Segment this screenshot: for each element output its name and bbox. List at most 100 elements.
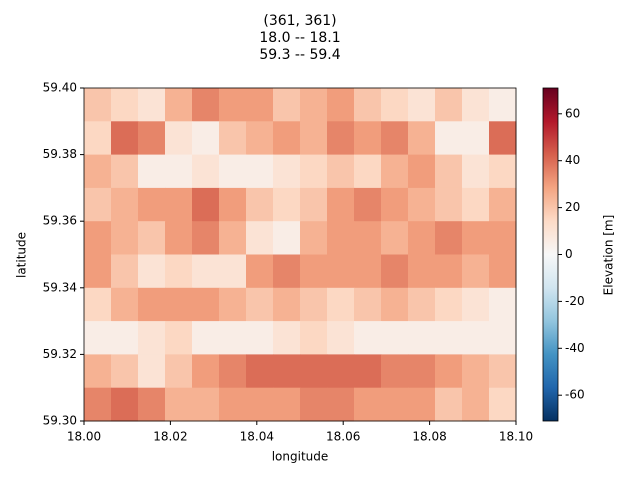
heatmap-cell bbox=[165, 354, 193, 389]
chart-title: (361, 361) bbox=[263, 13, 336, 29]
colorbar-label: Elevation [m] bbox=[602, 215, 616, 296]
heatmap-cell bbox=[462, 254, 490, 289]
colorbar-tick-label: -40 bbox=[565, 341, 585, 355]
heatmap-cell bbox=[327, 354, 355, 389]
heatmap-cell bbox=[219, 287, 247, 322]
y-tick-label: 59.36 bbox=[43, 214, 77, 228]
heatmap-cell bbox=[381, 354, 409, 389]
heatmap-cell bbox=[381, 254, 409, 289]
heatmap-cell bbox=[273, 88, 301, 122]
heatmap-cell bbox=[435, 88, 463, 122]
heatmap-cell bbox=[246, 287, 274, 322]
x-tick-label: 18.02 bbox=[153, 430, 187, 444]
heatmap-cell bbox=[408, 88, 436, 122]
heatmap-cell bbox=[111, 287, 139, 322]
heatmap-cell bbox=[111, 88, 139, 122]
heatmap-cell bbox=[381, 321, 409, 355]
heatmap-cell bbox=[300, 387, 328, 422]
heatmap-cell bbox=[246, 187, 274, 222]
y-tick-label: 59.38 bbox=[43, 147, 77, 161]
heatmap-cell bbox=[354, 121, 382, 156]
heatmap-cell bbox=[300, 187, 328, 222]
heatmap-cell bbox=[165, 121, 193, 156]
heatmap-cell bbox=[462, 88, 490, 122]
heatmap-cell bbox=[138, 254, 166, 289]
heatmap-cell bbox=[462, 154, 490, 189]
x-tick-label: 18.06 bbox=[326, 430, 360, 444]
heatmap-cell bbox=[219, 254, 247, 289]
heatmap-cell bbox=[408, 187, 436, 222]
heatmap-cell bbox=[435, 387, 463, 422]
heatmap-cell bbox=[84, 321, 112, 355]
heatmap-cell bbox=[165, 321, 193, 355]
heatmap-cell bbox=[192, 154, 220, 189]
heatmap-cell bbox=[300, 121, 328, 156]
y-tick-label: 59.32 bbox=[43, 347, 77, 361]
heatmap-cell bbox=[327, 221, 355, 255]
heatmap-cell bbox=[408, 154, 436, 189]
heatmap-cell bbox=[462, 221, 490, 255]
heatmap-cell bbox=[489, 254, 517, 289]
heatmap-cell bbox=[327, 187, 355, 222]
heatmap-cell bbox=[300, 287, 328, 322]
heatmap-cell bbox=[138, 221, 166, 255]
chart-title: 18.0 -- 18.1 bbox=[259, 30, 340, 46]
heatmap-cell bbox=[138, 187, 166, 222]
heatmap-cell bbox=[219, 354, 247, 389]
heatmap-cell bbox=[138, 287, 166, 322]
x-tick-label: 18.04 bbox=[240, 430, 274, 444]
heatmap-cell bbox=[408, 387, 436, 422]
heatmap-cell bbox=[138, 387, 166, 422]
heatmap-cell bbox=[192, 187, 220, 222]
heatmap-cell bbox=[219, 221, 247, 255]
heatmap-cell bbox=[84, 254, 112, 289]
heatmap-cell bbox=[246, 321, 274, 355]
heatmap-cell bbox=[327, 88, 355, 122]
heatmap-cell bbox=[84, 187, 112, 222]
heatmap-cell bbox=[138, 88, 166, 122]
heatmap-cell bbox=[138, 154, 166, 189]
heatmap-cell bbox=[165, 187, 193, 222]
heatmap-cell bbox=[381, 287, 409, 322]
heatmap-cell bbox=[435, 354, 463, 389]
heatmap-cell bbox=[84, 387, 112, 422]
heatmap-cell bbox=[273, 321, 301, 355]
heatmap-cell bbox=[462, 287, 490, 322]
x-tick-label: 18.08 bbox=[412, 430, 446, 444]
heatmap-cell bbox=[327, 154, 355, 189]
colorbar bbox=[542, 87, 559, 422]
colorbar-tick-label: 0 bbox=[565, 247, 573, 261]
heatmap-cell bbox=[192, 88, 220, 122]
plot-frame bbox=[83, 87, 517, 422]
heatmap-cell bbox=[381, 121, 409, 156]
heatmap-cell bbox=[327, 121, 355, 156]
heatmap-cell bbox=[435, 254, 463, 289]
colorbar-tick-label: -20 bbox=[565, 294, 585, 308]
heatmap-cell bbox=[219, 321, 247, 355]
heatmap-cell bbox=[354, 254, 382, 289]
heatmap-cell bbox=[381, 154, 409, 189]
heatmap-cell bbox=[138, 354, 166, 389]
heatmap-cell bbox=[165, 221, 193, 255]
heatmap-cell bbox=[246, 254, 274, 289]
heatmap-cell bbox=[489, 88, 517, 122]
heatmap-cell bbox=[111, 321, 139, 355]
heatmap-cell bbox=[381, 88, 409, 122]
heatmap-cell bbox=[489, 221, 517, 255]
heatmap-cell bbox=[462, 387, 490, 422]
heatmap-cell bbox=[300, 221, 328, 255]
heatmap-cell bbox=[273, 387, 301, 422]
heatmap-cell bbox=[489, 121, 517, 156]
heatmap-cell bbox=[273, 287, 301, 322]
heatmap-cell bbox=[84, 154, 112, 189]
heatmap-cell bbox=[408, 221, 436, 255]
heatmap-cell bbox=[165, 287, 193, 322]
heatmap-cell bbox=[246, 88, 274, 122]
heatmap-cell bbox=[84, 121, 112, 156]
heatmap-cell bbox=[408, 354, 436, 389]
heatmap-cell bbox=[138, 321, 166, 355]
heatmap-cell bbox=[462, 187, 490, 222]
heatmap-cell bbox=[435, 221, 463, 255]
y-tick-label: 59.40 bbox=[43, 81, 77, 95]
